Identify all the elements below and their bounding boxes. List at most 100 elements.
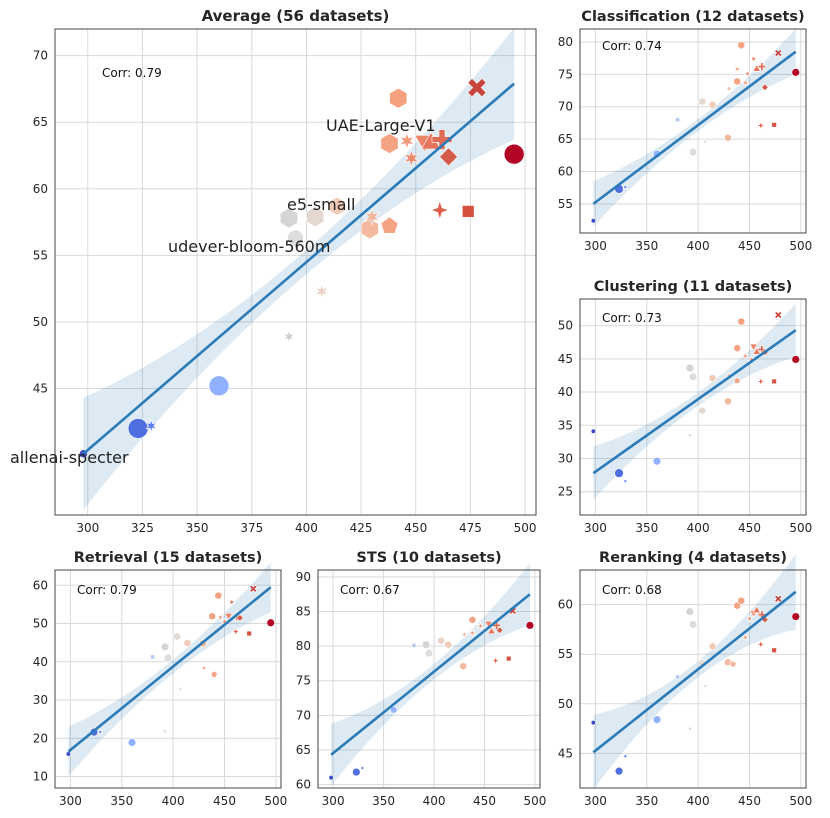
correlation-label: Corr: 0.67 bbox=[340, 583, 400, 597]
x-tick-label: 500 bbox=[789, 239, 812, 253]
data-point bbox=[208, 375, 230, 397]
y-tick-label: 60 bbox=[33, 578, 48, 592]
data-point bbox=[306, 206, 325, 228]
data-point bbox=[490, 655, 501, 666]
data-point bbox=[752, 605, 761, 614]
data-point bbox=[476, 621, 485, 631]
y-tick-label: 35 bbox=[558, 418, 573, 432]
axes-frame bbox=[579, 569, 807, 789]
data-point bbox=[390, 706, 398, 714]
data-point bbox=[688, 620, 698, 629]
model-annotation: allenai-specter bbox=[10, 448, 129, 467]
data-point bbox=[216, 613, 225, 622]
y-tick-label: 60 bbox=[296, 778, 311, 792]
data-point bbox=[774, 310, 783, 319]
x-tick-label: 350 bbox=[372, 794, 395, 808]
x-tick-label: 350 bbox=[186, 521, 209, 535]
x-tick-label: 350 bbox=[635, 794, 658, 808]
data-point bbox=[685, 607, 695, 616]
data-point bbox=[266, 618, 275, 627]
data-point bbox=[698, 97, 706, 106]
data-point bbox=[352, 767, 361, 777]
data-point bbox=[460, 630, 469, 639]
data-point bbox=[733, 64, 741, 74]
data-point bbox=[127, 418, 149, 439]
data-point bbox=[686, 431, 694, 440]
data-point bbox=[755, 120, 766, 131]
data-point bbox=[200, 663, 208, 673]
data-point bbox=[380, 133, 399, 154]
y-tick-label: 50 bbox=[558, 319, 573, 333]
y-tick-label: 55 bbox=[558, 647, 573, 661]
x-tick-label: 400 bbox=[687, 794, 710, 808]
data-point bbox=[421, 640, 431, 649]
y-tick-label: 70 bbox=[558, 100, 573, 114]
data-point bbox=[127, 738, 137, 747]
correlation-label: Corr: 0.79 bbox=[77, 583, 137, 597]
data-point bbox=[279, 207, 298, 229]
data-point bbox=[227, 597, 236, 607]
panel-4: 300 350 400 450 500 10 20 30 40 50 60 Retrieval (15… bbox=[33, 550, 288, 808]
data-point bbox=[173, 632, 181, 641]
model-annotation: e5-small bbox=[287, 195, 355, 214]
data-point bbox=[314, 283, 329, 300]
x-tick-label: 400 bbox=[162, 794, 185, 808]
x-tick-label: 500 bbox=[789, 521, 812, 535]
x-tick-label: 300 bbox=[584, 521, 607, 535]
data-point bbox=[752, 347, 761, 355]
data-point bbox=[686, 724, 694, 733]
axes-frame bbox=[317, 569, 541, 789]
y-tick-label: 50 bbox=[558, 697, 573, 711]
data-point bbox=[698, 406, 706, 415]
data-point bbox=[686, 135, 694, 143]
y-tick-label: 55 bbox=[558, 197, 573, 211]
y-tick-label: 80 bbox=[296, 639, 311, 653]
y-tick-label: 25 bbox=[558, 485, 573, 499]
data-point bbox=[503, 143, 525, 165]
y-tick-label: 45 bbox=[33, 382, 48, 396]
data-point bbox=[210, 670, 218, 678]
data-point bbox=[230, 626, 241, 637]
data-point bbox=[614, 766, 624, 776]
data-point bbox=[399, 131, 415, 150]
data-point bbox=[675, 674, 681, 680]
data-point bbox=[652, 456, 662, 466]
data-point bbox=[741, 633, 750, 642]
regression-line bbox=[592, 590, 797, 754]
x-tick-label: 450 bbox=[473, 794, 496, 808]
data-point bbox=[403, 149, 420, 168]
data-point bbox=[429, 200, 450, 221]
y-tick-label: 45 bbox=[558, 746, 573, 760]
y-tick-label: 80 bbox=[558, 35, 573, 49]
y-tick-label: 40 bbox=[33, 655, 48, 669]
data-point bbox=[729, 660, 737, 668]
data-point bbox=[495, 626, 504, 634]
y-tick-label: 20 bbox=[33, 731, 48, 745]
data-point bbox=[208, 612, 216, 621]
data-point bbox=[467, 77, 487, 98]
data-point bbox=[232, 612, 242, 621]
x-tick-label: 350 bbox=[635, 521, 658, 535]
data-point bbox=[424, 648, 434, 658]
data-point bbox=[737, 317, 745, 326]
data-point bbox=[150, 654, 156, 660]
data-point bbox=[708, 373, 717, 383]
data-point bbox=[431, 129, 453, 150]
data-point bbox=[757, 62, 767, 71]
data-point bbox=[506, 655, 512, 662]
panel-title: STS (10 datasets) bbox=[356, 550, 501, 566]
model-annotation: UAE-Large-V1 bbox=[326, 116, 436, 135]
x-tick-label: 450 bbox=[738, 521, 761, 535]
regression-line bbox=[82, 82, 515, 455]
panel-title: Clustering (11 datasets) bbox=[594, 279, 793, 295]
data-point bbox=[749, 54, 758, 64]
data-point bbox=[214, 591, 223, 600]
y-tick-label: 50 bbox=[33, 315, 48, 329]
x-tick-label: 300 bbox=[584, 239, 607, 253]
data-point bbox=[621, 752, 629, 761]
data-point bbox=[725, 84, 733, 93]
data-point bbox=[688, 147, 698, 157]
y-tick-label: 75 bbox=[558, 67, 573, 81]
data-point bbox=[752, 64, 761, 72]
x-tick-label: 300 bbox=[322, 794, 345, 808]
